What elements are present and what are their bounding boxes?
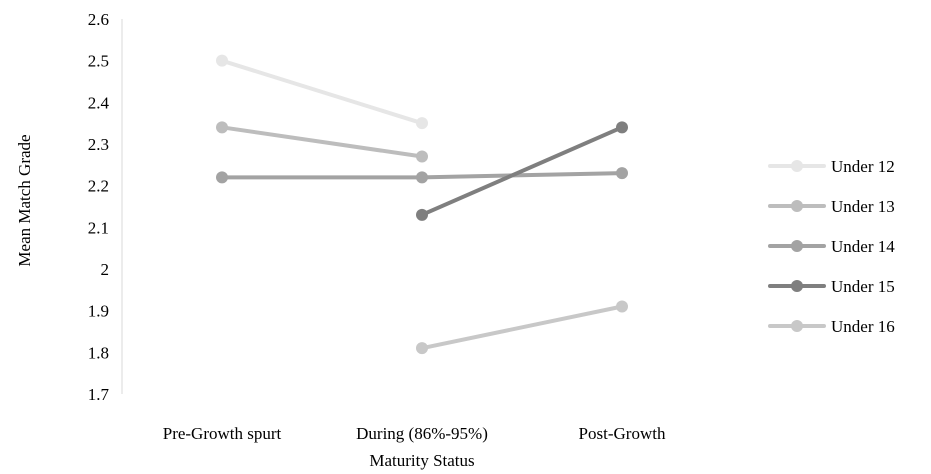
data-point-under-12 [216, 54, 228, 67]
data-point-under-14 [216, 171, 228, 184]
legend-label: Under 14 [831, 237, 895, 256]
data-point-under-13 [416, 150, 428, 163]
y-tick-label: 2 [101, 260, 110, 279]
y-tick-label: 2.4 [88, 93, 110, 112]
y-tick-label: 2.5 [88, 52, 109, 71]
legend-swatch-marker [791, 320, 803, 332]
y-tick-label: 2.3 [88, 135, 109, 154]
x-axis-title: Maturity Status [369, 451, 474, 470]
x-tick-labels: Pre-Growth spurt During (86%-95%) Post-Gro… [163, 424, 666, 443]
y-tick-label: 1.9 [88, 302, 109, 321]
data-point-under-15 [616, 121, 628, 134]
series-points [216, 54, 628, 355]
y-tick-label: 2.6 [88, 10, 109, 29]
x-tick-label: During (86%-95%) [356, 424, 488, 443]
legend: Under 12 Under 13 Under 14 Under 15 Under 16 [768, 157, 895, 336]
legend-label: Under 16 [831, 317, 895, 336]
legend-swatch-marker [791, 160, 803, 172]
y-tick-label: 2.2 [88, 177, 109, 196]
data-point-under-16 [616, 300, 628, 313]
y-tick-label: 2.1 [88, 218, 109, 237]
legend-item-under-16: Under 16 [768, 317, 895, 336]
series-line-under-13 [220, 125, 424, 159]
data-point-under-16 [416, 342, 428, 355]
legend-label: Under 13 [831, 197, 895, 216]
legend-label: Under 15 [831, 277, 895, 296]
data-point-under-14 [416, 171, 428, 184]
data-point-under-14 [616, 167, 628, 180]
legend-swatch-marker [791, 200, 803, 212]
legend-swatch-marker [791, 240, 803, 252]
series-line-under-12 [220, 58, 424, 126]
y-tick-label: 1.7 [88, 385, 110, 404]
series-lines [220, 58, 624, 351]
legend-item-under-12: Under 12 [768, 157, 895, 176]
legend-item-under-15: Under 15 [768, 277, 895, 296]
data-point-under-15 [416, 208, 428, 221]
data-point-under-12 [416, 117, 428, 130]
y-tick-label: 1.8 [88, 343, 109, 362]
legend-label: Under 12 [831, 157, 895, 176]
x-tick-label: Pre-Growth spurt [163, 424, 282, 443]
legend-item-under-13: Under 13 [768, 197, 895, 216]
y-tick-labels: 1.7 1.8 1.9 2 2.1 2.2 2.3 2.4 2.5 2.6 [88, 10, 110, 404]
series-line-under-15 [420, 125, 624, 217]
series-line-under-16 [420, 304, 624, 351]
y-axis-title: Mean Match Grade [15, 134, 34, 266]
data-point-under-13 [216, 121, 228, 134]
legend-swatch-marker [791, 280, 803, 292]
legend-item-under-14: Under 14 [768, 237, 895, 256]
x-tick-label: Post-Growth [579, 424, 666, 443]
